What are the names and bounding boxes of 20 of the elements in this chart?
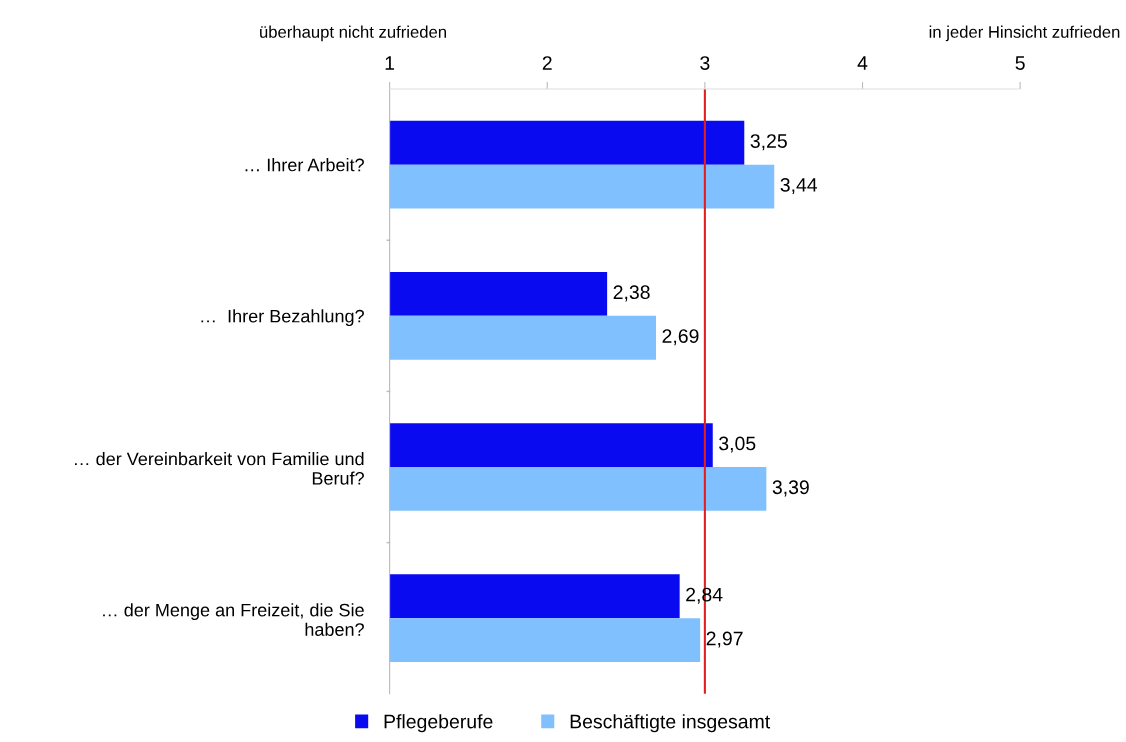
text: in jeder Hinsicht zufrieden xyxy=(929,25,1120,42)
data-label: 2,69 xyxy=(662,329,699,346)
data-label: 3,44 xyxy=(780,178,818,195)
data-label: 3,05 xyxy=(719,436,756,453)
data-label: 2,38 xyxy=(613,285,650,302)
x-tick-label: 4 xyxy=(857,56,868,70)
x-tick-label: 2 xyxy=(542,56,552,70)
y-tick-label: … Ihrer Bezahlung? xyxy=(201,309,364,327)
x-tick-label: 1 xyxy=(385,56,395,70)
text: überhaupt nicht zufrieden xyxy=(260,25,446,42)
data-label: 2,97 xyxy=(706,631,743,648)
y-tick-label: … Ihrer Arbeit? xyxy=(245,158,364,172)
legend-label: Beschäftigte insgesamt xyxy=(570,714,771,733)
y-tick-label: … der Vereinbarkeit von Familie und Beruf? xyxy=(75,452,364,485)
x-tick-label: 5 xyxy=(1015,56,1025,70)
y-tick-label: … der Menge an Freizeit, die Sie haben? xyxy=(103,603,364,636)
x-tick-label: 3 xyxy=(700,56,710,70)
legend-label: Pflegeberufe xyxy=(384,714,493,733)
data-label: 3,25 xyxy=(750,134,787,151)
data-label: 3,39 xyxy=(772,480,809,497)
